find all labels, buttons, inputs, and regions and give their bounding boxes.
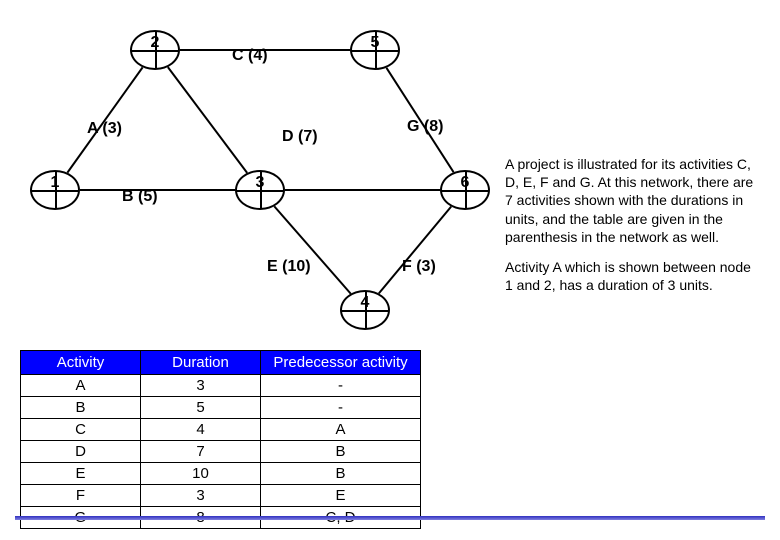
table-row: D7B (21, 441, 421, 463)
edge-label: A (3) (85, 120, 124, 138)
table-cell: 7 (141, 441, 261, 463)
table-cell: - (261, 375, 421, 397)
table-cell: - (261, 397, 421, 419)
node-label: 4 (361, 294, 370, 312)
side-paragraph-2: Activity A which is shown between node 1… (505, 258, 760, 294)
edge-label: G (8) (405, 118, 445, 136)
node-label: 6 (461, 174, 470, 192)
table-header-cell: Activity (21, 351, 141, 375)
table-cell: 4 (141, 419, 261, 441)
node-label: 2 (151, 34, 160, 52)
table-body: A3-B5-C4AD7BE10BF3EG8C, D (21, 375, 421, 529)
table-cell: E (261, 485, 421, 507)
table-cell: 3 (141, 375, 261, 397)
table-header-cell: Predecessor activity (261, 351, 421, 375)
table-cell: B (261, 463, 421, 485)
edge-label: E (10) (265, 258, 313, 276)
edge-3-4 (274, 206, 350, 293)
edge-label: B (5) (120, 188, 160, 206)
node-3: 3 (235, 170, 285, 210)
table-row: A3- (21, 375, 421, 397)
table-cell: B (261, 441, 421, 463)
node-5: 5 (350, 30, 400, 70)
side-text-block: A project is illustrated for its activit… (505, 155, 760, 306)
table-row: F3E (21, 485, 421, 507)
edge-label: C (4) (230, 47, 270, 65)
edge-4-6 (379, 207, 451, 294)
table-row: C4A (21, 419, 421, 441)
edge-label: D (7) (280, 128, 320, 146)
table-header-cell: Duration (141, 351, 261, 375)
table-cell: D (21, 441, 141, 463)
table-cell: F (21, 485, 141, 507)
table-row: B5- (21, 397, 421, 419)
table-cell: A (21, 375, 141, 397)
table-cell: B (21, 397, 141, 419)
edge-2-3 (168, 67, 247, 173)
node-2: 2 (130, 30, 180, 70)
footer-rule (15, 516, 765, 520)
node-label: 5 (371, 34, 380, 52)
node-6: 6 (440, 170, 490, 210)
network-diagram: 1 2 3 4 5 6 A (3) B (5) C (4) D (7) E (10) F (3) G (… (10, 10, 500, 330)
table-cell: 10 (141, 463, 261, 485)
edge-label: F (3) (400, 258, 438, 276)
table-cell: A (261, 419, 421, 441)
activity-table: ActivityDurationPredecessor activity A3-… (20, 350, 421, 529)
side-paragraph-1: A project is illustrated for its activit… (505, 155, 760, 246)
table-row: E10B (21, 463, 421, 485)
table-cell: 3 (141, 485, 261, 507)
node-1: 1 (30, 170, 80, 210)
node-label: 1 (51, 174, 60, 192)
node-4: 4 (340, 290, 390, 330)
table-cell: C (21, 419, 141, 441)
node-label: 3 (256, 174, 265, 192)
table-header-row: ActivityDurationPredecessor activity (21, 351, 421, 375)
table-cell: E (21, 463, 141, 485)
table-cell: 5 (141, 397, 261, 419)
activity-table-wrap: ActivityDurationPredecessor activity A3-… (20, 350, 421, 529)
